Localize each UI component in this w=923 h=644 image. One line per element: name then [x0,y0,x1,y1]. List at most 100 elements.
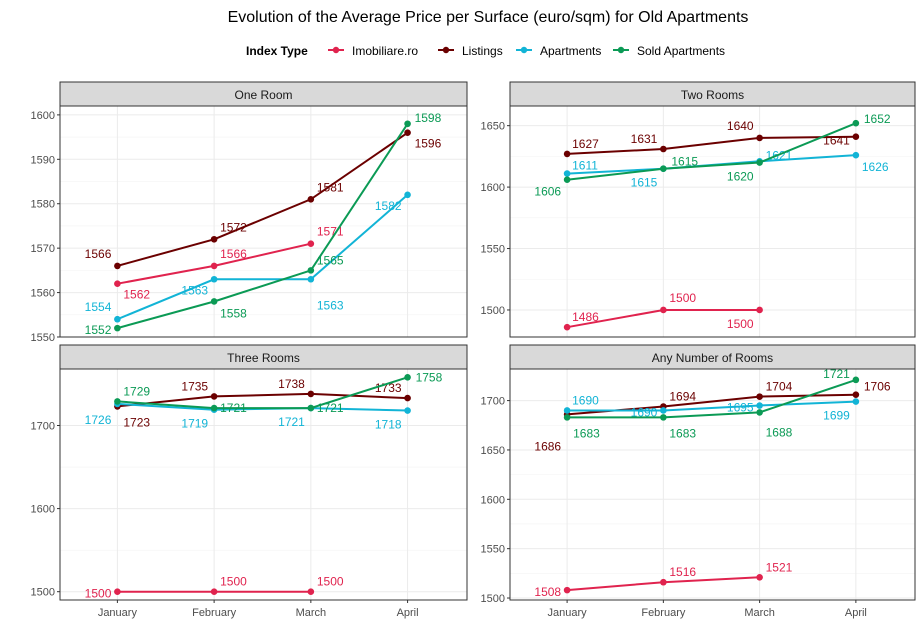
data-label: 1500 [669,291,696,305]
series-line [117,392,408,408]
facet-strip-label: Three Rooms [227,351,300,365]
series-line [117,376,408,410]
plot-background [510,106,915,337]
data-point [563,414,571,421]
panel-any-number-of-rooms: Any Number of Rooms 1500 1550 1600 1650 1700 J… [481,344,916,619]
series-listings: 1627 1631 1640 1641 [563,119,860,158]
y-tick-label: 1570 [31,243,55,255]
data-label: 1627 [572,137,599,151]
series-sold-apartments: 1683 1683 1688 1721 [563,367,860,440]
data-point [307,404,315,412]
data-point [852,151,860,159]
panel-one-room: One Room 1550 1560 1570 1580 1590 1600 1562 1566… [31,81,468,344]
data-point [404,191,411,199]
data-label: 1562 [123,288,150,302]
legend-key-marker [617,46,625,54]
data-label: 1738 [278,377,305,391]
series-line [567,400,856,412]
data-point [307,390,315,398]
data-label: 1571 [317,225,344,239]
series-apartments: 1554 1563 1563 1582 [85,191,411,323]
data-label: 1596 [415,137,442,151]
data-label: 1726 [85,413,112,427]
data-point [563,176,571,184]
data-label: 1552 [85,323,112,337]
data-point [210,404,218,412]
series-imobiliare-ro: 1562 1566 1571 [114,225,344,302]
data-point [660,165,667,172]
data-point [307,588,315,595]
data-label: 1516 [669,565,696,579]
data-point [852,119,860,127]
data-point [852,133,860,141]
data-label: 1721 [220,401,247,415]
data-point [404,120,411,128]
data-point [114,398,121,405]
data-label: 1640 [727,119,754,133]
y-axis: 1550 1560 1570 1580 1590 1600 [31,110,60,344]
data-point [404,129,411,136]
data-label: 1690 [631,405,658,419]
data-label: 1723 [123,415,150,429]
panel-border [509,368,916,601]
data-point [404,407,411,414]
series-line [117,131,409,267]
data-label: 1615 [671,155,698,169]
data-label: 1694 [669,390,696,404]
data-label: 1695 [727,401,754,415]
data-point [210,588,218,595]
data-label: 1683 [669,426,696,440]
data-point [404,374,411,381]
panel-two-rooms: Two Rooms 1500 1550 1600 1650 1486 1500 1500 162… [481,81,916,338]
data-label: 1500 [85,587,112,601]
data-label: 1699 [823,409,850,423]
chart-title: Evolution of the Average Price per Surfa… [228,9,749,26]
facet-strip [59,81,468,107]
series-sold-apartments: 1606 1615 1620 1652 [534,112,890,199]
data-point [563,323,571,331]
legend-label: Sold Apartments [637,44,725,58]
x-tick-label: February [641,607,686,619]
legend: Index Type Imobiliare.ro Listings Apartmen… [246,44,725,58]
legend-item-apartments: Apartments [516,44,601,58]
gridlines [60,106,467,338]
data-point [307,275,315,283]
y-tick-label: 1700 [481,396,505,408]
facet-strip-label: Two Rooms [681,88,744,102]
series-line [566,122,857,181]
data-label: 1706 [864,380,891,394]
facet-strip-label: One Room [234,88,292,102]
series-imobiliare-ro: 1486 1500 1500 [563,291,763,331]
data-label: 1554 [85,300,112,314]
data-label: 1563 [317,298,344,312]
data-label: 1611 [572,159,598,173]
data-point [756,402,763,409]
plot-background [60,106,467,337]
data-label: 1582 [375,199,402,213]
data-label: 1704 [766,380,793,394]
series-line [117,194,409,321]
y-axis: 1500 1600 1700 [31,421,60,599]
panel-border [59,105,468,338]
data-label: 1758 [416,370,443,384]
legend-label: Imobiliare.ro [352,44,418,58]
legend-label: Listings [462,44,503,58]
data-point [852,376,860,384]
data-point [307,195,315,203]
data-point [660,407,667,414]
x-tick-label: January [98,607,138,619]
series-imobiliare-ro: 1500 1500 1500 [85,575,344,601]
data-label: 1721 [317,401,344,415]
data-point [852,391,860,398]
x-axis: January February March April [548,600,867,619]
data-point [756,159,763,166]
legend-item-listings: Listings [438,44,503,58]
legend-key-marker [442,46,450,54]
panel-three-rooms: Three Rooms 1500 1600 1700 January February Ma… [31,344,468,619]
y-tick-label: 1500 [31,587,55,599]
facet-panels: One Room 1550 1560 1570 1580 1590 1600 1562 1566… [31,81,916,619]
legend-label: Apartments [540,44,601,58]
data-point [307,267,315,274]
data-label: 1521 [766,560,793,574]
data-point [756,409,763,416]
